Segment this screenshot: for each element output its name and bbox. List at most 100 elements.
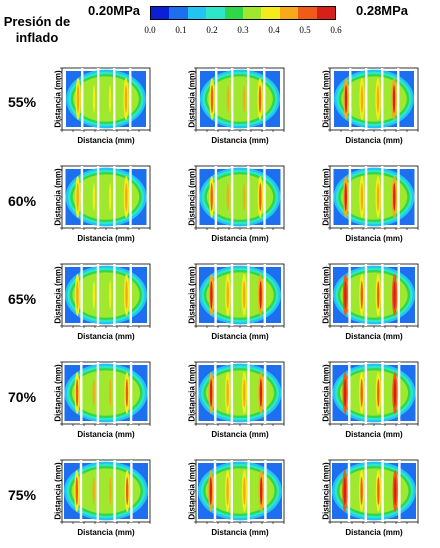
rib-peak [259,183,262,211]
tread-groove [81,68,84,130]
tread-groove [113,264,116,326]
tread-groove [129,68,132,130]
tread-groove [381,362,384,424]
rib-peak [259,379,263,407]
scale-swatch [279,7,299,19]
tread-groove [214,264,217,326]
rib-peak [92,281,95,309]
x-axis-label: Distancia (mm) [345,234,403,243]
tread-groove [215,68,218,130]
scale-tick-label: 0.3 [237,25,249,35]
y-axis-label: Distancia (mm) [187,70,197,128]
tread-groove [113,460,116,522]
contour-level [71,370,141,416]
x-axis-label: Distancia (mm) [211,332,269,341]
tread-groove [247,68,250,130]
rib-peak [260,477,263,505]
rib-peak [125,183,128,211]
scale-swatch [206,7,225,19]
tread-groove [129,264,132,326]
scale-swatch [187,7,207,19]
rib-peak [92,183,96,211]
x-axis-label: Distancia (mm) [345,430,403,439]
rib-peak [360,477,363,505]
x-axis-label: Distancia (mm) [77,528,135,537]
tread-groove [80,362,83,424]
pressure-map-svg [194,67,285,132]
tread-groove [349,68,352,130]
contour-level [206,272,274,318]
contour-level [340,174,408,220]
tread-groove [381,460,384,522]
rib-peak [226,281,229,309]
rib-peak [394,477,397,505]
pressure-map-svg [328,459,419,524]
rib-peak [210,85,214,113]
y-axis-label: Distancia (mm) [187,168,197,226]
tread-groove [397,166,400,228]
rib-peak [108,183,112,211]
pressure-map-svg [60,459,151,524]
tread-groove [263,362,267,424]
pressure-map-svg [194,263,285,328]
rib-peak [210,281,213,309]
rib-peak [344,85,348,113]
rib-peak [377,281,380,309]
contour-level [339,468,409,514]
tread-groove [129,362,133,424]
pressure-map-svg [194,165,285,230]
tread-groove [80,166,84,228]
tread-groove [79,460,83,522]
contour-level [339,370,409,416]
tread-groove [213,460,217,522]
x-axis-label: Distancia (mm) [211,234,269,243]
tread-groove [348,362,351,424]
tread-groove [263,166,266,228]
pressure-map: Distancia (mm) Distancia (mm) [322,165,419,243]
rib-peak [109,281,112,309]
y-axis-label: Distancia (mm) [53,266,63,324]
rib-peak [343,379,347,407]
pressure-map-svg [328,165,419,230]
tread-groove [80,264,83,326]
rib-peak [392,85,396,113]
tread-groove [397,264,400,326]
rib-peak [242,183,246,211]
color-scale-bar: 0.0 0.1 0.2 0.3 0.4 0.5 0.6 [144,6,342,42]
row-header-75: 75% [8,487,37,503]
pressure-map: Distancia (mm) Distancia (mm) [188,165,285,243]
rib-peak [92,477,95,505]
row-header-55: 55% [8,94,37,110]
rib-peak [243,477,246,505]
contour-level [73,76,139,122]
rib-peak [360,85,364,113]
tread-groove [113,68,116,130]
tread-groove [96,264,100,326]
rib-peak [109,477,112,505]
rib-peak [258,85,262,113]
scale-swatch [224,7,244,19]
contour-level [206,174,274,220]
tread-groove [247,166,250,228]
pressure-map-svg [194,459,285,524]
pressure-map: Distancia (mm) Distancia (mm) [54,263,151,341]
rib-peak [259,281,262,309]
contour-level [340,272,408,318]
pressure-map-svg [194,361,285,426]
pressure-map-svg [328,67,419,132]
pressure-map-svg [60,263,151,328]
pressure-map-svg [328,263,419,328]
scale-tick-label: 0.6 [330,25,342,35]
rib-peak [76,281,79,309]
x-axis-label: Distancia (mm) [211,136,269,145]
y-axis-label: Distancia (mm) [187,462,197,520]
y-axis-label: Distancia (mm) [321,168,331,226]
contour-level [205,370,275,416]
rib-peak [209,477,212,505]
scale-tick-label: 0.4 [268,25,280,35]
tread-groove [348,166,352,228]
scale-swatch [298,7,317,19]
rib-peak [226,477,229,505]
tread-groove [231,68,234,130]
tread-groove [397,68,400,130]
